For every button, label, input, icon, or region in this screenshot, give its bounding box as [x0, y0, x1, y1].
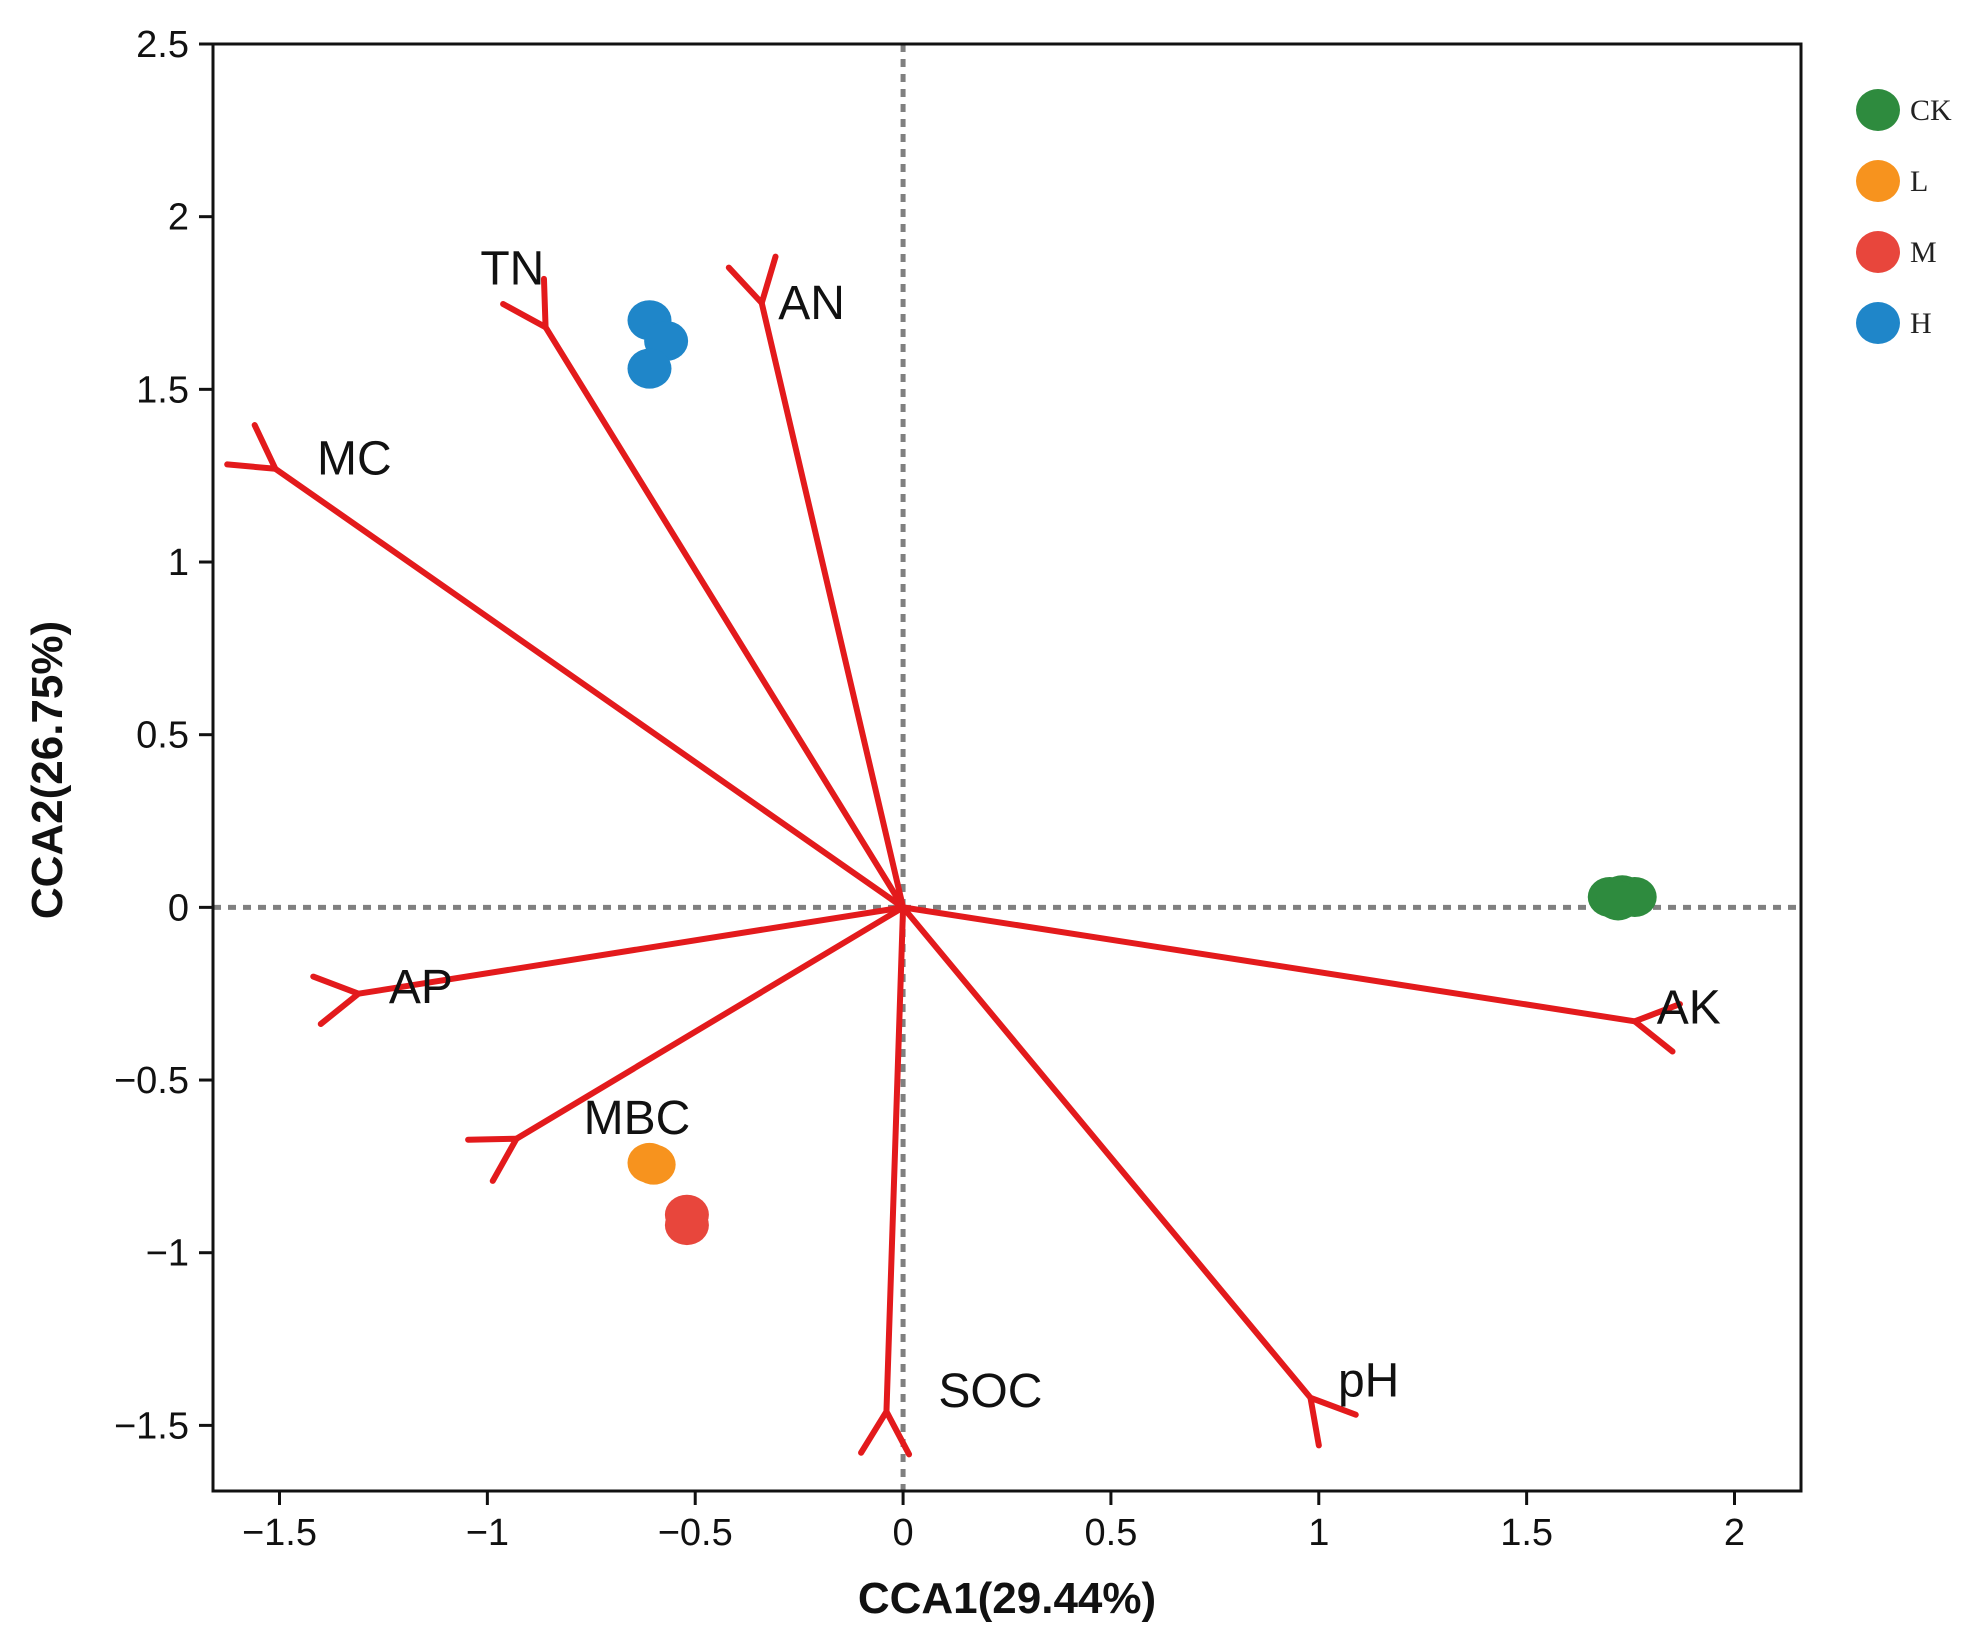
point-ck [1596, 880, 1641, 921]
legend-label-h: H [1910, 307, 1932, 340]
x-tick-label: −0.5 [658, 1512, 733, 1554]
legend-label-l: L [1910, 165, 1928, 198]
point-h [627, 348, 672, 389]
arrow-label-ap: AP [389, 961, 453, 1014]
x-axis: −1.5 −1 −0.5 0 0.5 1 1.5 2 [242, 1491, 1745, 1554]
arrow-label-ph: pH [1338, 1355, 1399, 1408]
environment-arrows: TN AN MC AP MBC SOC pH AK [224, 243, 1721, 1458]
y-tick-label: 0 [168, 887, 189, 929]
legend-label-m: M [1910, 236, 1937, 269]
x-tick-label: 0.5 [1085, 1512, 1138, 1554]
y-tick-label: 1 [168, 542, 189, 584]
x-tick-label: 2 [1724, 1512, 1745, 1554]
point-m [664, 1205, 709, 1246]
legend-label-ck: CK [1910, 94, 1952, 127]
legend-swatch-ck [1856, 89, 1900, 131]
arrow-label-mc: MC [317, 433, 392, 486]
arrow-ph [900, 904, 1359, 1449]
legend-swatch-l [1856, 160, 1900, 202]
zero-reference-lines [213, 44, 1801, 1491]
y-tick-label: −0.5 [114, 1060, 189, 1102]
arrow-mc [224, 422, 907, 911]
plot-frame [211, 42, 1803, 1493]
y-tick-label: 1.5 [136, 369, 189, 411]
x-tick-label: 1 [1308, 1512, 1329, 1554]
y-tick-label: −1.5 [114, 1405, 189, 1447]
arrow-an [725, 253, 907, 911]
y-axis: −1.5 −1 −0.5 0 0.5 1 1.5 2 2.5 [114, 24, 213, 1447]
y-tick-label: −1 [146, 1233, 189, 1275]
point-l [631, 1144, 676, 1185]
arrow-label-tn: TN [480, 243, 544, 296]
arrow-label-an: AN [778, 277, 845, 330]
y-axis-title: CCA2(26.75%) [23, 621, 72, 919]
legend-swatch-m [1856, 231, 1900, 273]
x-tick-label: −1 [466, 1512, 509, 1554]
arrow-label-mbc: MBC [584, 1092, 691, 1145]
arrow-mbc [465, 904, 907, 1184]
y-tick-label: 0.5 [136, 715, 189, 757]
arrow-ap [310, 904, 907, 1027]
arrow-label-ak: AK [1657, 982, 1721, 1035]
legend: CK L M H [1856, 89, 1952, 344]
legend-swatch-h [1856, 302, 1900, 344]
y-tick-label: 2 [168, 197, 189, 239]
y-tick-label: 2.5 [136, 24, 189, 66]
x-tick-label: 1.5 [1500, 1512, 1553, 1554]
arrow-soc [858, 904, 913, 1458]
x-tick-label: 0 [893, 1512, 914, 1554]
arrow-tn [500, 275, 907, 911]
arrow-ak [900, 904, 1683, 1055]
sample-points [627, 300, 1657, 1246]
x-axis-title: CCA1(29.44%) [858, 1574, 1156, 1623]
x-tick-label: −1.5 [242, 1512, 317, 1554]
arrow-label-soc: SOC [938, 1365, 1042, 1418]
